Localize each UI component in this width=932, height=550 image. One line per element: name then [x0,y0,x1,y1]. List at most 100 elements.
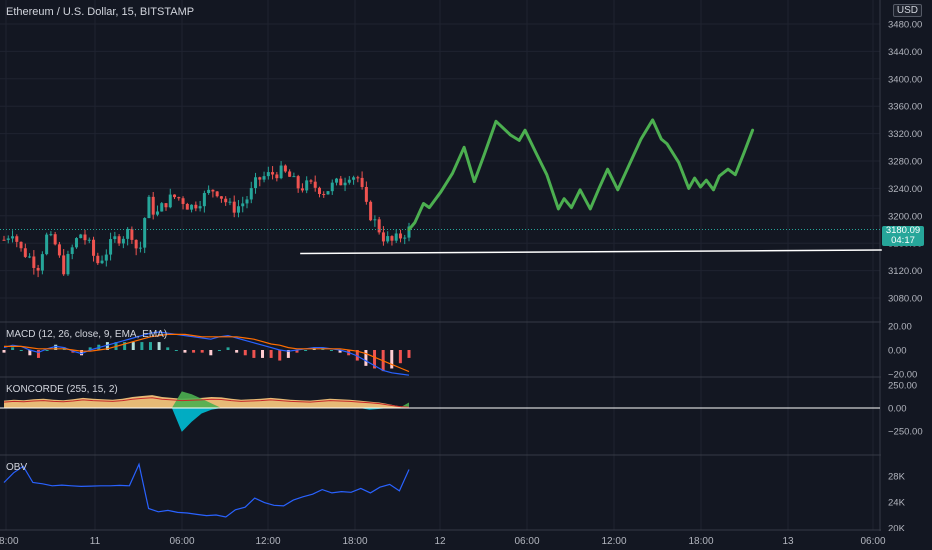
price-axis-label-1: 3440.00 [888,47,922,58]
time-axis-bg [0,531,932,550]
macd-histogram-bar [373,350,377,369]
candle-body [198,206,202,209]
time-axis-label-6: 06:00 [514,536,539,547]
candle-body [215,191,219,197]
koncorde-green-area [4,391,409,408]
candle-body [155,211,159,215]
koncorde-axis-tick-2: −250.00 [888,427,923,438]
candle-body [335,178,339,183]
time-axis-label-2: 06:00 [169,536,194,547]
time-axis-label-9: 13 [782,536,794,547]
macd-histogram-bar [174,350,178,351]
macd-histogram-bar [407,350,411,358]
candle-body [28,256,32,258]
koncorde-label: KONCORDE (255, 15, 2) [6,384,118,395]
candle-body [254,177,258,189]
candle-body [339,178,343,186]
macd-histogram-bar [88,347,92,350]
candle-body [245,199,249,204]
time-axis-label-3: 12:00 [255,536,280,547]
macd-histogram-bar [80,350,84,356]
candle-body [134,239,138,249]
macd-histogram-bar [140,342,144,350]
candle-body [2,239,6,241]
candle-body [70,247,74,254]
time-axis-label-10: 06:00 [860,536,885,547]
candle-body [317,187,321,195]
candle-body [6,238,10,240]
candle-body [190,204,194,210]
candle-body [83,234,87,241]
candle-body [386,236,390,242]
candle-body [79,234,83,239]
candle-body [296,176,300,189]
support-trendline [300,249,882,255]
candle-body [373,219,377,221]
candle-body [104,254,108,261]
macd-histogram-bar [54,344,58,350]
candle-body [57,244,61,256]
candle-body [241,203,245,207]
macd-histogram-bar [36,350,40,358]
macd-histogram-bar [390,350,394,369]
macd-histogram-bar [11,347,15,350]
macd-histogram-bar [278,350,282,361]
candle-body [32,256,36,268]
price-axis-label-0: 3480.00 [888,20,922,31]
candle-body [164,203,168,208]
candle-body [377,219,381,233]
candle-body [305,180,309,191]
candle-body [177,197,181,199]
last-price-tag: 3180.09 04:17 [882,226,924,246]
candle-body [262,176,266,180]
macd-histogram-bar [123,342,127,350]
koncorde-red-line [3,397,410,408]
time-axis-label-4: 18:00 [342,536,367,547]
candle-body [151,196,155,215]
candle-body [313,181,317,188]
last-price-value: 3180.09 [885,225,921,236]
currency-badge[interactable]: USD [892,4,922,17]
candle-body [211,189,215,192]
macd-histogram-bar [2,350,6,353]
candle-body [364,186,368,202]
candle-body [288,171,292,177]
price-axis-label-4: 3320.00 [888,129,922,140]
macd-histogram-bar [243,350,247,356]
price-axis-label-5: 3280.00 [888,157,922,168]
candle-body [160,203,164,212]
candle-body [143,218,147,248]
candle-body [36,267,40,271]
candle-body [173,194,177,198]
candle-body [168,194,172,208]
candle-body [407,226,411,238]
macd-axis-tick-2: −20.00 [888,370,917,381]
macd-histogram-bar [355,350,359,361]
candle-body [224,198,228,203]
candle-body [130,228,134,240]
macd-histogram-bar [338,350,342,353]
candle-body [369,201,373,221]
candle-body [266,172,270,177]
candle-body [40,254,44,271]
candle-body [126,228,130,239]
candle-body [275,174,279,179]
macd-signal-line [4,333,410,373]
chart-title: Ethereum / U.S. Dollar, 15, BITSTAMP [6,6,195,18]
macd-histogram-bar [28,350,32,356]
macd-histogram-bar [217,350,221,351]
candle-body [300,188,304,191]
candle-body [11,236,15,239]
macd-histogram-bar [295,350,299,353]
candle-body [19,241,23,249]
candle-body [66,253,70,275]
macd-histogram-bar [235,350,239,353]
candle-body [194,204,198,209]
candle-body [403,237,407,239]
time-axis-label-7: 12:00 [601,536,626,547]
koncorde-axis-tick-0: 250.00 [888,381,917,392]
candle-countdown: 04:17 [891,235,915,246]
candle-body [15,236,19,242]
candle-body [53,234,57,245]
